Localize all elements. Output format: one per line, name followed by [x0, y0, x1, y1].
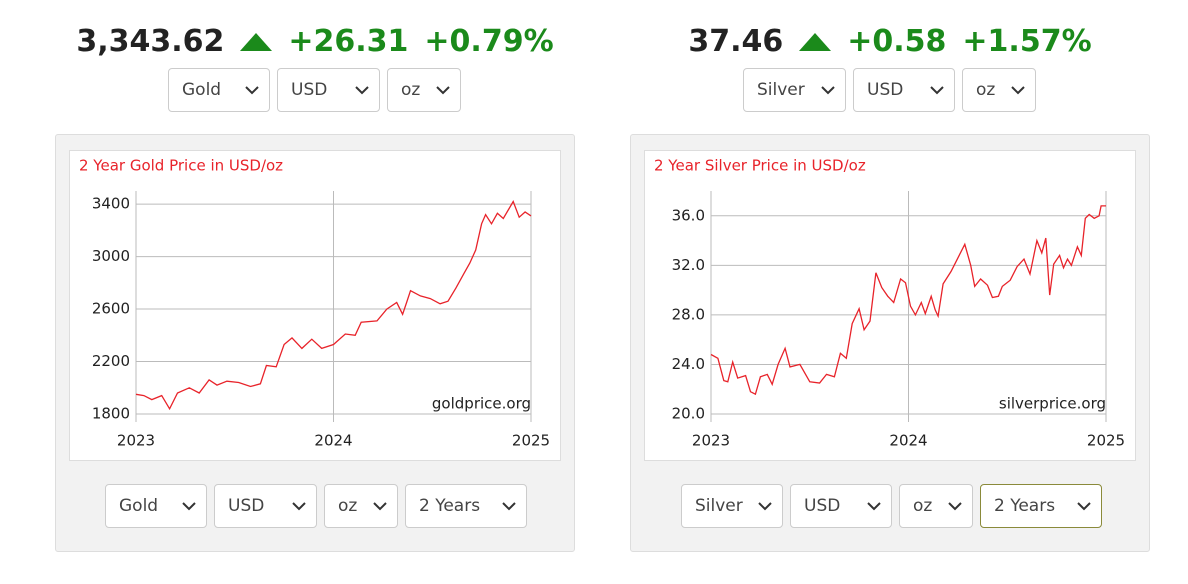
percent-change: +0.79%: [424, 24, 554, 59]
chevron: [373, 502, 387, 511]
dropdown-label: Gold: [182, 80, 222, 100]
dropdown-label: Gold: [119, 496, 159, 516]
price: 37.46: [688, 24, 784, 59]
dropdown-label: USD: [291, 80, 328, 100]
y-tick-label: 3000: [92, 247, 130, 265]
y-tick-label: 28.0: [672, 305, 705, 323]
dropdown[interactable]: oz: [387, 68, 461, 112]
dropdown[interactable]: Gold: [168, 68, 270, 112]
chevron: [355, 86, 369, 95]
dropdown[interactable]: oz: [324, 484, 398, 528]
percent-change: +1.57%: [962, 24, 1092, 59]
change: +26.31: [288, 24, 409, 59]
dropdown-label: oz: [338, 496, 358, 516]
y-tick-label: 24.0: [672, 355, 705, 373]
dropdown[interactable]: Gold: [105, 484, 207, 528]
y-tick-label: 36.0: [672, 206, 705, 224]
chevron: [758, 502, 772, 511]
watermark: silverprice.org: [999, 395, 1106, 413]
chart: 2 Year Gold Price in USD/oz 1800 2200 2600 3…: [79, 157, 550, 450]
dropdown-label: 2 Years: [994, 496, 1056, 516]
x-tick-label: 2024: [314, 432, 352, 450]
x-tick-label: 2025: [1087, 432, 1125, 450]
chart-title: 2 Year Gold Price in USD/oz: [79, 157, 283, 175]
dropdown-label: oz: [913, 496, 933, 516]
dropdown-label: 2 Years: [419, 496, 481, 516]
dropdown[interactable]: 2 Years: [405, 484, 527, 528]
watermark: goldprice.org: [432, 395, 531, 413]
chevron: [245, 86, 259, 95]
price-line: [710, 205, 1106, 396]
chevron: [182, 502, 196, 511]
dropdown[interactable]: oz: [962, 68, 1036, 112]
y-tick-label: 20.0: [672, 405, 705, 423]
dropdown[interactable]: oz: [899, 484, 973, 528]
change: +0.58: [847, 24, 947, 59]
x-tick-label: 2023: [692, 432, 730, 450]
dropdown[interactable]: 2 Years: [980, 484, 1102, 528]
y-tick-label: 1800: [92, 405, 130, 423]
dropdown[interactable]: USD: [853, 68, 955, 112]
dropdown-label: Silver: [757, 80, 805, 100]
dropdown-label: oz: [976, 80, 996, 100]
price-line: [135, 199, 532, 411]
y-tick-label: 2600: [92, 300, 130, 318]
y-tick-label: 32.0: [672, 256, 705, 274]
chevron: [867, 502, 881, 511]
dropdown[interactable]: USD: [277, 68, 380, 112]
dropdown[interactable]: USD: [214, 484, 317, 528]
dropdown-label: USD: [804, 496, 841, 516]
up-arrow: [799, 32, 832, 51]
quote-header: 37.46 +0.58 +1.57%: [630, 24, 1150, 59]
dropdown-label: Silver: [695, 496, 743, 516]
chevron: [502, 502, 516, 511]
x-tick-label: 2023: [117, 432, 155, 450]
chart-box: 2 Year Gold Price in USD/oz 1800 2200 2600 3…: [69, 150, 561, 461]
chart-panel: 2 Year Gold Price in USD/oz 1800 2200 2600 3…: [55, 134, 575, 552]
chevron: [1077, 502, 1091, 511]
chevron: [292, 502, 306, 511]
chevron: [436, 86, 450, 95]
dropdown-label: oz: [401, 80, 421, 100]
y-tick-label: 2200: [92, 352, 130, 370]
quote-header: 3,343.62 +26.31 +0.79%: [55, 24, 575, 59]
chevron: [930, 86, 944, 95]
chart: 2 Year Silver Price in USD/oz 20.0 24.0 28.…: [654, 157, 1125, 450]
dropdown[interactable]: Silver: [681, 484, 783, 528]
y-tick-label: 3400: [92, 195, 130, 213]
up-arrow: [240, 32, 273, 51]
dropdown[interactable]: Silver: [743, 68, 846, 112]
chart-panel: 2 Year Silver Price in USD/oz 20.0 24.0 28.…: [630, 134, 1150, 552]
chart-box: 2 Year Silver Price in USD/oz 20.0 24.0 28.…: [644, 150, 1136, 461]
dropdown[interactable]: USD: [790, 484, 892, 528]
price: 3,343.62: [76, 24, 225, 59]
chevron: [821, 86, 835, 95]
dropdown-label: USD: [867, 80, 904, 100]
dropdown-label: USD: [228, 496, 265, 516]
chevron: [1011, 86, 1025, 95]
x-tick-label: 2025: [512, 432, 550, 450]
chevron: [948, 502, 962, 511]
x-tick-label: 2024: [889, 432, 927, 450]
chart-title: 2 Year Silver Price in USD/oz: [654, 157, 866, 175]
